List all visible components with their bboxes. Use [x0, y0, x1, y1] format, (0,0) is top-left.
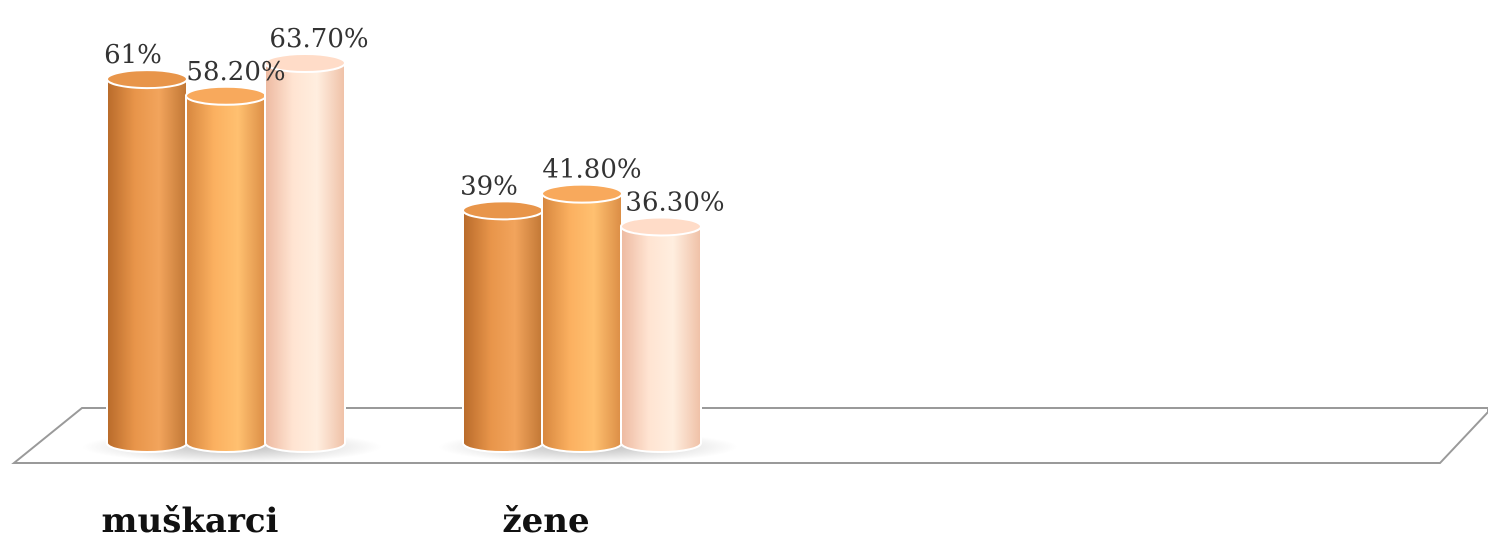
data-label-1-0: 39% — [460, 171, 518, 201]
bar-1-0 — [462, 200, 544, 453]
chart-floor — [11, 407, 1488, 464]
data-label-0-2: 63.70% — [269, 24, 368, 54]
bar-body — [185, 94, 267, 453]
bar-top — [264, 52, 346, 73]
category-label-zene: žene — [502, 501, 589, 537]
bar-top — [620, 216, 702, 237]
data-labels: 61% 58.20%63.70% 39% 41.80%36.30% — [104, 24, 724, 217]
bar-body — [106, 78, 188, 453]
bar-1-2 — [620, 216, 702, 453]
bar-body — [541, 192, 623, 453]
data-label-0-0: 61% — [104, 40, 162, 70]
bar-top — [106, 69, 188, 90]
bar-body — [620, 225, 702, 453]
category-label-muskarci: muškarci — [102, 501, 279, 537]
bar-top — [462, 200, 544, 221]
bar-top — [185, 85, 267, 106]
bar-body — [462, 209, 544, 453]
bars — [106, 52, 702, 453]
bar-body — [264, 61, 346, 453]
data-label-0-1: 58.20% — [186, 57, 285, 87]
bar-0-1 — [185, 85, 267, 453]
bar-1-1 — [541, 183, 623, 453]
data-label-1-2: 36.30% — [625, 187, 724, 217]
bar-0-0 — [106, 69, 188, 453]
data-label-1-1: 41.80% — [542, 155, 641, 185]
bar-0-2 — [264, 52, 346, 453]
bar-top — [541, 183, 623, 204]
